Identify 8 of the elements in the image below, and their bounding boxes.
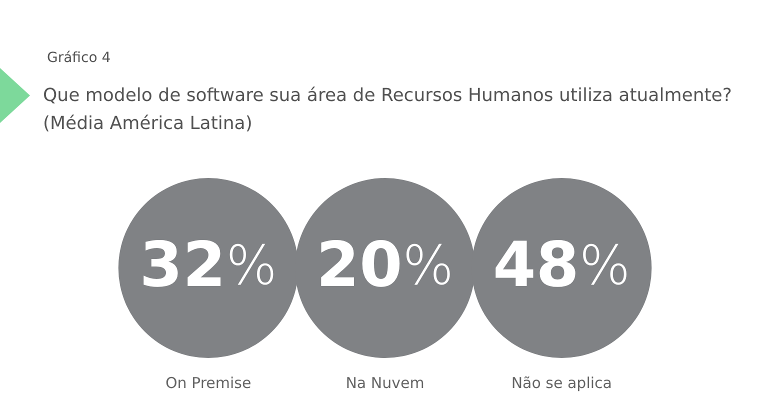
data-label: 20% bbox=[316, 228, 454, 302]
category-label: On Premise bbox=[165, 374, 252, 392]
category-label: Não se aplica bbox=[511, 374, 612, 392]
category-label: Na Nuvem bbox=[346, 374, 424, 392]
text: Gráfico 4 bbox=[47, 50, 111, 66]
data-label: 48% bbox=[492, 228, 630, 302]
data-label: 32% bbox=[140, 228, 278, 302]
text: Que modelo de software sua área de Recursos Humanos utiliza atualmente? (Média América Latina) bbox=[43, 84, 733, 136]
